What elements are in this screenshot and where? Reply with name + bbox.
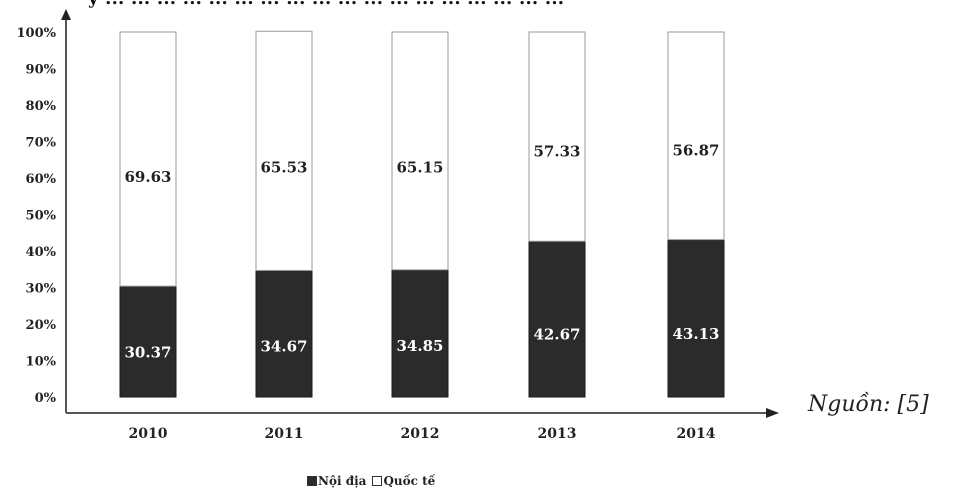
- data-label-international: 65.53: [261, 159, 308, 177]
- clipped-header-text-area: y ... ... ... ... ... ... ... ... ... ..…: [0, 0, 953, 14]
- legend-swatch-domestic: [307, 476, 317, 486]
- legend-item-domestic: Nội địa: [307, 474, 366, 488]
- bar-segment-international: [255, 30, 313, 271]
- y-tick-label: 60%: [26, 172, 57, 187]
- bar-segment-international: [391, 31, 449, 271]
- y-tick-label: 70%: [26, 136, 57, 151]
- legend-item-international: Quốc tế: [372, 474, 435, 488]
- legend-label-international: Quốc tế: [383, 474, 436, 488]
- chart-legend: Nội địa Quốc tế: [307, 474, 435, 488]
- y-axis-arrow: [61, 9, 71, 20]
- y-tick-label: 100%: [17, 26, 57, 41]
- clipped-header-text: y ... ... ... ... ... ... ... ... ... ..…: [88, 0, 564, 9]
- bar-segment-domestic: [391, 269, 449, 398]
- data-label-domestic: 34.85: [397, 337, 444, 355]
- bar-segment-international: [667, 31, 725, 241]
- y-tick-label: 90%: [26, 63, 57, 78]
- bar-segment-domestic: [255, 269, 313, 398]
- x-category-label: 2011: [265, 426, 304, 442]
- x-category-label: 2010: [129, 426, 168, 442]
- data-label-domestic: 42.67: [534, 326, 581, 344]
- bar-segment-domestic: [528, 240, 586, 398]
- data-label-international: 56.87: [673, 141, 720, 159]
- data-label-domestic: 30.37: [125, 344, 172, 362]
- bar-segment-domestic: [119, 285, 177, 398]
- legend-swatch-international: [372, 476, 383, 486]
- x-category-label: 2013: [538, 426, 577, 442]
- data-label-international: 57.33: [534, 142, 581, 160]
- data-label-international: 65.15: [397, 159, 444, 177]
- y-tick-label: 40%: [26, 245, 57, 260]
- bar-segment-international: [528, 31, 586, 242]
- y-tick-label: 10%: [26, 355, 57, 370]
- data-label-domestic: 43.13: [673, 325, 720, 343]
- source-note: Nguồn: [5]: [808, 392, 929, 417]
- y-tick-label: 30%: [26, 282, 57, 297]
- y-tick-label: 80%: [26, 99, 57, 114]
- x-category-label: 2012: [401, 426, 440, 442]
- y-tick-label: 50%: [26, 209, 57, 224]
- y-tick-label: 20%: [26, 318, 57, 333]
- data-label-international: 69.63: [125, 168, 172, 186]
- bar-segment-domestic: [667, 239, 725, 398]
- bar-segment-international: [119, 31, 177, 287]
- x-axis-arrow: [766, 408, 779, 418]
- legend-label-domestic: Nội địa: [318, 474, 367, 488]
- y-tick-label: 0%: [35, 391, 57, 406]
- data-label-domestic: 34.67: [261, 337, 308, 355]
- x-category-label: 2014: [677, 426, 716, 442]
